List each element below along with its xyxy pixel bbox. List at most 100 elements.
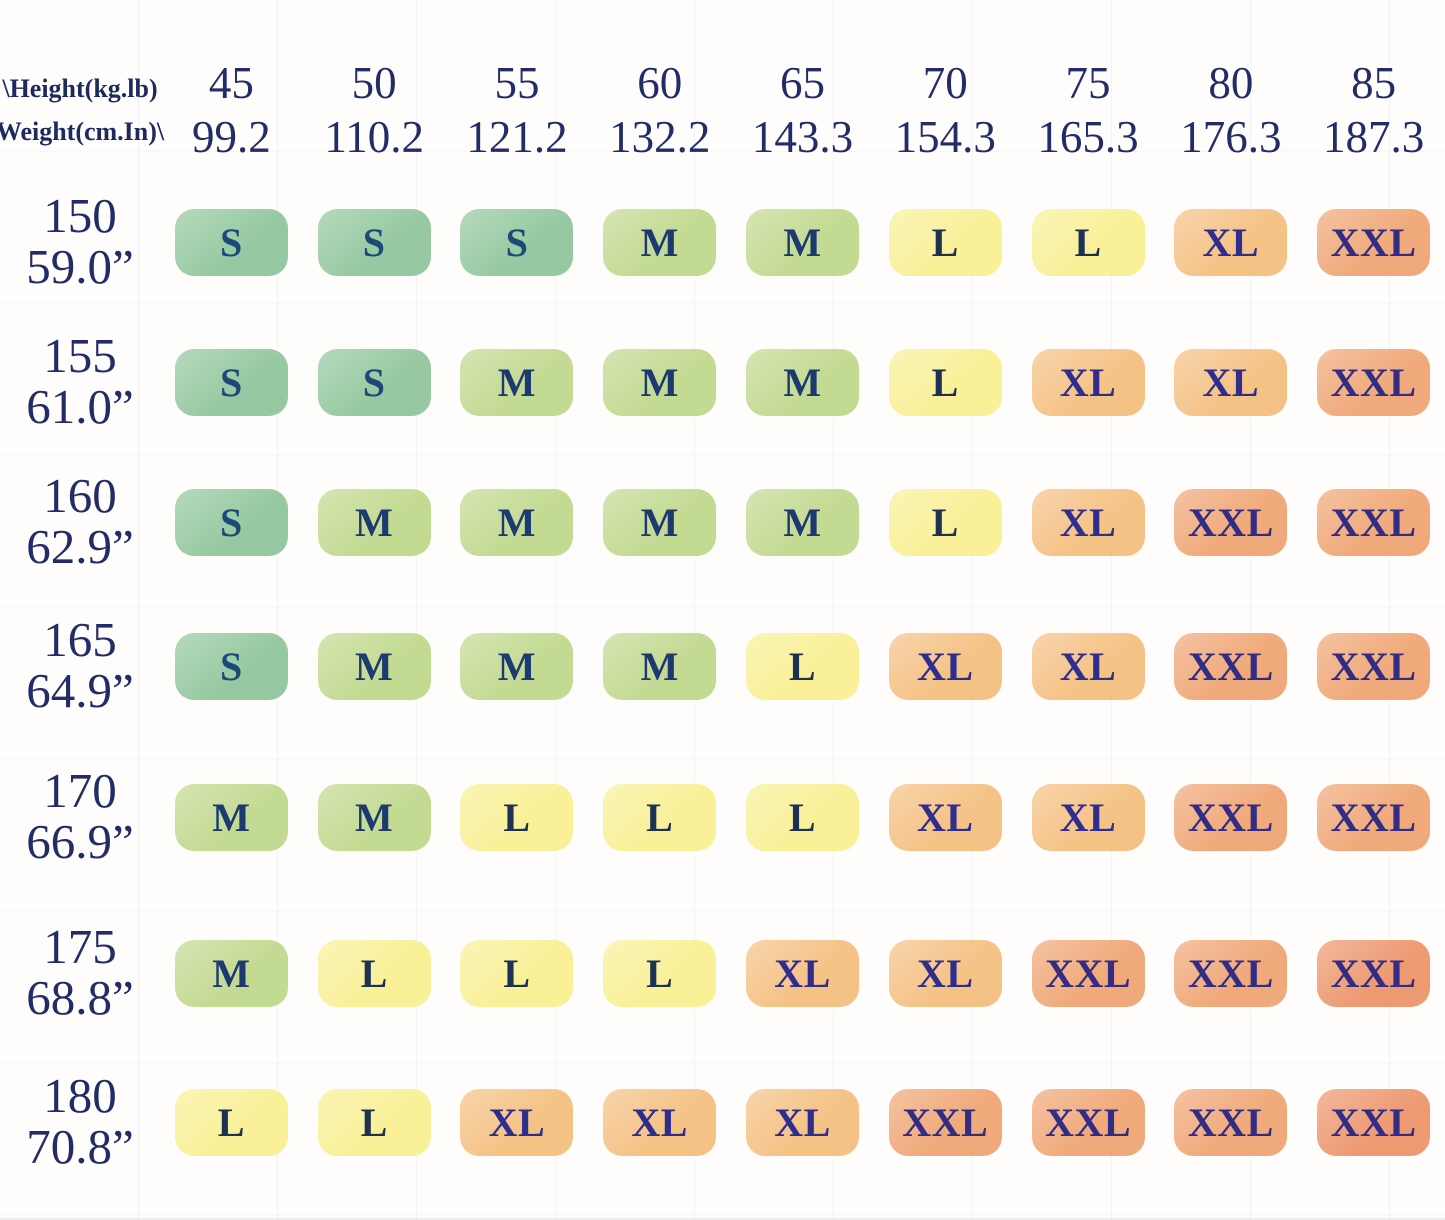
size-cell: L: [731, 740, 874, 894]
size-cell: M: [160, 894, 303, 1052]
col-header-lb: 132.2: [609, 112, 711, 162]
size-pill: L: [603, 783, 717, 851]
size-cell: XXL: [1159, 452, 1302, 592]
size-pill: M: [460, 348, 574, 416]
size-cell: XXL: [1159, 1052, 1302, 1192]
size-pill: XXL: [1317, 208, 1431, 276]
col-header: 55 121.2: [446, 0, 589, 172]
size-pill: L: [603, 939, 717, 1007]
size-pill: M: [603, 208, 717, 276]
size-pill: M: [460, 488, 574, 556]
size-cell: L: [446, 740, 589, 894]
size-cell: XXL: [1302, 1052, 1445, 1192]
size-cell: XL: [1017, 740, 1160, 894]
row-header: 165 64.9”: [0, 592, 160, 740]
size-pill: L: [745, 783, 859, 851]
size-cell: XL: [874, 592, 1017, 740]
size-cell: XXL: [1159, 592, 1302, 740]
size-cell: M: [303, 452, 446, 592]
size-pill: XL: [603, 1088, 717, 1156]
col-header-lb: 143.3: [751, 112, 854, 162]
col-header: 75 165.3: [1017, 0, 1160, 172]
size-pill: XL: [1031, 632, 1145, 700]
size-pill: S: [460, 208, 574, 276]
size-pill: L: [1031, 208, 1145, 276]
size-cell: S: [303, 312, 446, 452]
row-header-cm: 150: [43, 188, 117, 244]
size-pill: M: [317, 632, 431, 700]
size-pill: L: [460, 783, 574, 851]
size-cell: XXL: [1159, 740, 1302, 894]
size-pill: XXL: [1174, 488, 1288, 556]
row-header-inch: 62.9”: [26, 519, 134, 574]
size-pill: XXL: [1317, 939, 1431, 1007]
size-pill: M: [174, 939, 288, 1007]
size-cell: XL: [1017, 592, 1160, 740]
size-pill: M: [460, 632, 574, 700]
size-cell: L: [446, 894, 589, 1052]
size-cell: XXL: [874, 1052, 1017, 1192]
size-pill: XXL: [1031, 939, 1145, 1007]
size-cell: M: [446, 312, 589, 452]
size-pill: XXL: [1317, 348, 1431, 416]
row-header-cm: 170: [43, 763, 117, 819]
size-pill: M: [745, 208, 859, 276]
size-pill: XL: [1174, 348, 1288, 416]
size-cell: XL: [874, 740, 1017, 894]
size-pill: XL: [1031, 783, 1145, 851]
col-header-lb: 121.2: [466, 112, 568, 162]
size-pill: M: [603, 488, 717, 556]
corner-label-weight: Weight(cm.In)\: [0, 117, 165, 147]
size-cell: XL: [731, 894, 874, 1052]
col-header-lb: 187.3: [1322, 112, 1425, 162]
size-pill: M: [603, 348, 717, 416]
row-header-cm: 165: [43, 612, 117, 668]
col-header-kg: 50: [351, 58, 397, 108]
col-header: 45 99.2: [160, 0, 303, 172]
size-pill: XXL: [1174, 632, 1288, 700]
size-cell: M: [160, 740, 303, 894]
size-cell: M: [446, 592, 589, 740]
col-header-kg: 80: [1208, 58, 1254, 108]
size-pill: XL: [460, 1088, 574, 1156]
col-header: 60 132.2: [588, 0, 731, 172]
size-pill: XXL: [1174, 939, 1288, 1007]
size-cell: XXL: [1017, 1052, 1160, 1192]
size-pill: L: [888, 208, 1002, 276]
size-cell: L: [303, 894, 446, 1052]
row-header-inch: 61.0”: [26, 379, 134, 434]
row-header-inch: 59.0”: [26, 239, 134, 294]
size-pill: XL: [745, 939, 859, 1007]
size-pill: XL: [1031, 348, 1145, 416]
col-header-kg: 65: [779, 58, 825, 108]
col-header: 85 187.3: [1302, 0, 1445, 172]
row-header-inch: 66.9”: [26, 814, 134, 869]
size-cell: XXL: [1159, 894, 1302, 1052]
size-pill: S: [174, 632, 288, 700]
size-cell: L: [874, 172, 1017, 312]
col-header-kg: 45: [208, 58, 254, 108]
size-cell: L: [160, 1052, 303, 1192]
size-pill: XL: [745, 1088, 859, 1156]
col-header-kg: 55: [494, 58, 540, 108]
size-cell: S: [160, 172, 303, 312]
size-cell: L: [1017, 172, 1160, 312]
size-cell: M: [731, 312, 874, 452]
size-cell: L: [731, 592, 874, 740]
size-cell: S: [160, 592, 303, 740]
size-pill: L: [888, 348, 1002, 416]
row-header-cm: 175: [43, 919, 117, 975]
col-header-lb: 165.3: [1037, 112, 1139, 162]
size-cell: L: [303, 1052, 446, 1192]
size-cell: XXL: [1302, 172, 1445, 312]
size-pill: XXL: [1031, 1088, 1145, 1156]
size-pill: L: [460, 939, 574, 1007]
size-pill: S: [317, 348, 431, 416]
size-cell: M: [731, 452, 874, 592]
col-header-lb: 176.3: [1180, 112, 1282, 162]
col-header-kg: 60: [637, 58, 683, 108]
row-header-cm: 160: [43, 468, 117, 524]
size-pill: S: [317, 208, 431, 276]
size-cell: XXL: [1017, 894, 1160, 1052]
